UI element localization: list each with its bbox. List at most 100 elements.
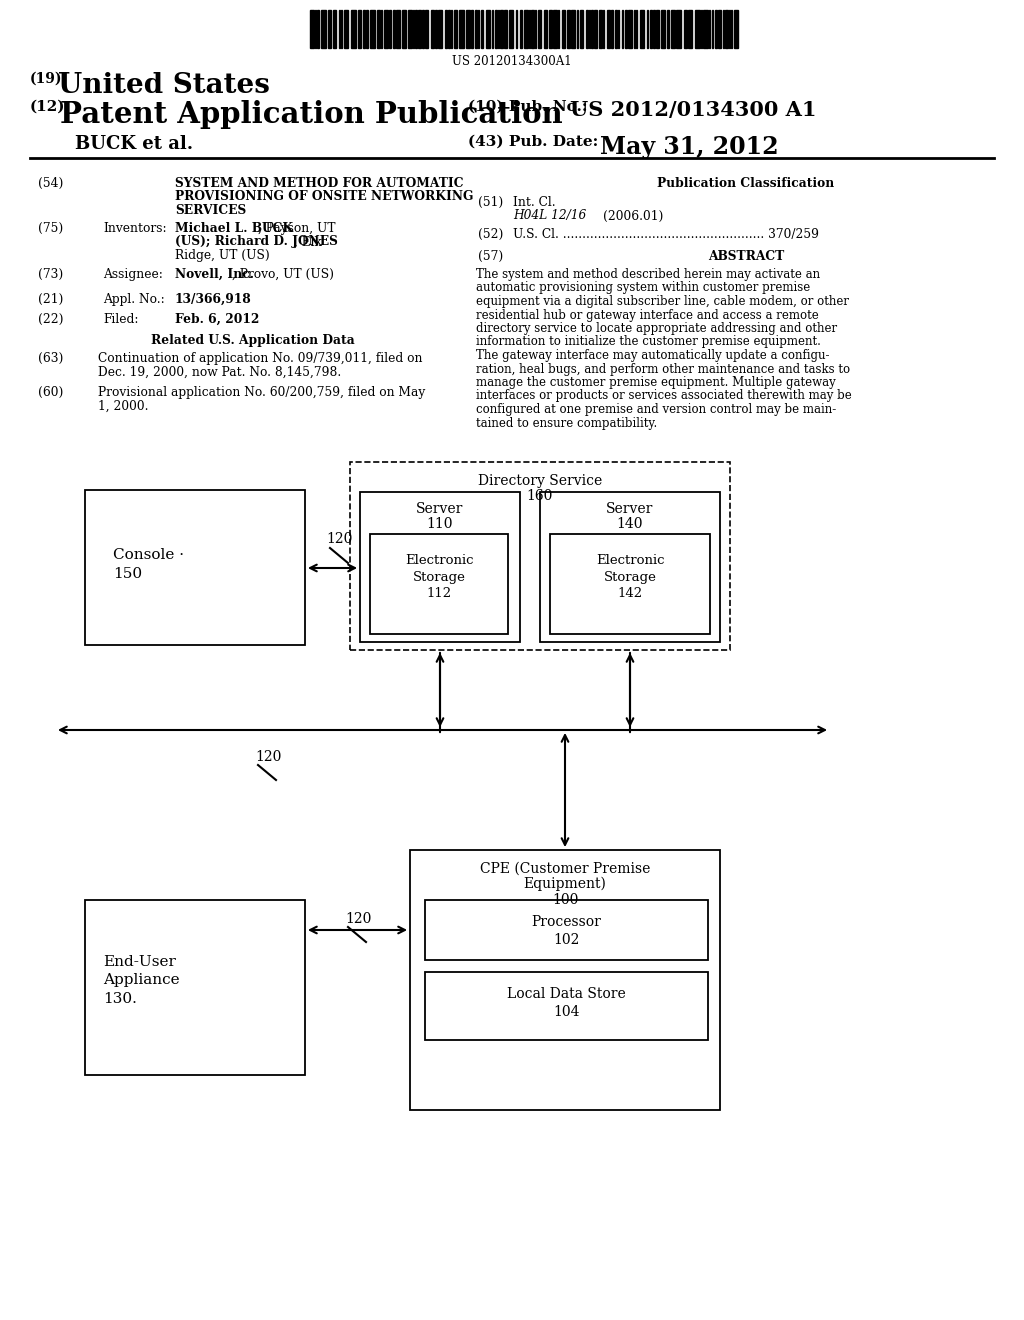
Text: (12): (12) [30, 100, 66, 114]
Text: (54): (54) [38, 177, 63, 190]
Bar [317, 11, 319, 48]
Bar [591, 11, 593, 48]
Text: Michael L. BUCK: Michael L. BUCK [175, 222, 293, 235]
Bar [422, 11, 424, 48]
Bar [550, 535, 710, 634]
Bar [425, 972, 708, 1040]
Text: (57): (57) [478, 249, 503, 263]
Text: CPE (Customer Premise: CPE (Customer Premise [480, 862, 650, 876]
Text: automatic provisioning system within customer premise: automatic provisioning system within cus… [476, 281, 810, 294]
Bar [656, 11, 659, 48]
Text: Local Data Store
104: Local Data Store 104 [507, 987, 626, 1019]
Bar [402, 11, 406, 48]
Text: The gateway interface may automatically update a configu-: The gateway interface may automatically … [476, 348, 829, 362]
Text: configured at one premise and version control may be main-: configured at one premise and version co… [476, 403, 837, 416]
Text: (63): (63) [38, 352, 63, 366]
Text: 100: 100 [552, 894, 579, 907]
Bar [580, 11, 583, 48]
Bar [567, 11, 570, 48]
Text: US 20120134300A1: US 20120134300A1 [453, 55, 571, 69]
Bar [653, 11, 655, 48]
Bar [553, 11, 557, 48]
Bar [449, 11, 450, 48]
Text: (19): (19) [30, 73, 62, 86]
Text: Publication Classification: Publication Classification [657, 177, 835, 190]
Text: SYSTEM AND METHOD FOR AUTOMATIC: SYSTEM AND METHOD FOR AUTOMATIC [175, 177, 464, 190]
Text: (10) Pub. No.:: (10) Pub. No.: [468, 100, 588, 114]
Text: Patent Application Publication: Patent Application Publication [60, 100, 562, 129]
Text: 120: 120 [345, 912, 372, 927]
Text: equipment via a digital subscriber line, cable modem, or other: equipment via a digital subscriber line,… [476, 294, 849, 308]
Text: United States: United States [58, 73, 270, 99]
Bar [475, 11, 477, 48]
Text: interfaces or products or services associated therewith may be: interfaces or products or services assoc… [476, 389, 852, 403]
Bar [370, 535, 508, 634]
Text: (2006.01): (2006.01) [603, 210, 664, 223]
Text: Processor
102: Processor 102 [531, 915, 601, 948]
Text: 120: 120 [326, 532, 352, 546]
Text: (51): (51) [478, 195, 503, 209]
Text: (73): (73) [38, 268, 63, 281]
Bar [344, 11, 348, 48]
Text: tained to ensure compatibility.: tained to ensure compatibility. [476, 417, 657, 429]
Text: SERVICES: SERVICES [175, 205, 246, 216]
Text: PROVISIONING OF ONSITE NETWORKING: PROVISIONING OF ONSITE NETWORKING [175, 190, 473, 203]
Text: (75): (75) [38, 222, 63, 235]
Bar [662, 11, 665, 48]
Text: Novell, Inc.: Novell, Inc. [175, 268, 254, 281]
Bar [466, 11, 470, 48]
Bar [500, 11, 503, 48]
Text: , Payson, UT: , Payson, UT [258, 222, 336, 235]
Bar [418, 11, 421, 48]
Bar [333, 11, 336, 48]
Bar [640, 11, 644, 48]
Text: Feb. 6, 2012: Feb. 6, 2012 [175, 313, 259, 326]
Bar [676, 11, 681, 48]
Bar [321, 11, 326, 48]
Bar [695, 11, 700, 48]
Bar [425, 11, 428, 48]
Bar [650, 11, 652, 48]
Bar [531, 11, 534, 48]
Bar [625, 11, 627, 48]
Bar [540, 492, 720, 642]
Text: Ridge, UT (US): Ridge, UT (US) [175, 249, 269, 261]
Bar [611, 11, 613, 48]
Bar [688, 11, 692, 48]
Bar [471, 11, 473, 48]
Text: Equipment): Equipment) [523, 876, 606, 891]
Text: End-User
Appliance
130.: End-User Appliance 130. [103, 954, 179, 1006]
Text: information to initialize the customer premise equipment.: information to initialize the customer p… [476, 335, 821, 348]
Text: 140: 140 [616, 517, 643, 531]
Bar [445, 11, 447, 48]
Bar [384, 11, 388, 48]
Bar [615, 11, 617, 48]
Bar [544, 11, 547, 48]
Bar [366, 11, 368, 48]
Text: Console ·
150: Console · 150 [113, 548, 184, 582]
Bar [671, 11, 675, 48]
Bar [389, 11, 391, 48]
Bar [435, 11, 437, 48]
Bar [599, 11, 602, 48]
Text: 110: 110 [427, 517, 454, 531]
Bar [495, 11, 497, 48]
Bar [607, 11, 610, 48]
Bar [393, 11, 395, 48]
Text: Electronic
Storage
112: Electronic Storage 112 [404, 554, 473, 601]
Bar [350, 462, 730, 649]
Text: Filed:: Filed: [103, 313, 138, 326]
Bar [358, 11, 361, 48]
Bar [549, 11, 552, 48]
Text: (US); Richard D. JONES: (US); Richard D. JONES [175, 235, 338, 248]
Bar [362, 11, 365, 48]
Text: (22): (22) [38, 313, 63, 326]
Text: BUCK et al.: BUCK et al. [75, 135, 194, 153]
Bar [377, 11, 380, 48]
Bar [410, 850, 720, 1110]
Bar [509, 11, 513, 48]
Bar [562, 11, 565, 48]
Bar [486, 11, 490, 48]
Text: (43) Pub. Date:: (43) Pub. Date: [468, 135, 598, 149]
Text: (52): (52) [478, 228, 504, 242]
